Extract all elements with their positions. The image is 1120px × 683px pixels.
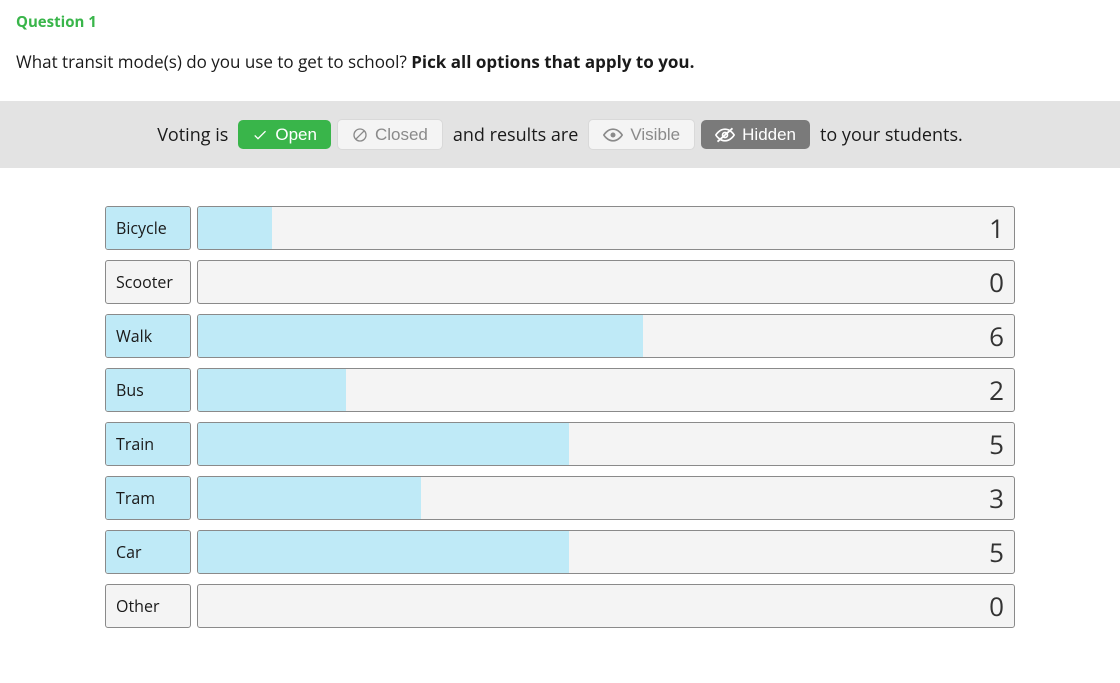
result-label: Train bbox=[105, 422, 191, 466]
result-count: 2 bbox=[989, 372, 1004, 408]
result-label-text: Other bbox=[116, 595, 159, 617]
results-chart: Bicycle 1 Scooter 0 Walk 6 Bus 2 Train 5 Tram 3 Car 5… bbox=[0, 168, 1120, 662]
question-text: What transit mode(s) do you use to get t… bbox=[16, 50, 1104, 73]
result-label: Walk bbox=[105, 314, 191, 358]
result-count: 0 bbox=[989, 588, 1004, 624]
result-bar-fill bbox=[198, 531, 569, 573]
result-bar: 1 bbox=[197, 206, 1015, 250]
question-number: Question 1 bbox=[16, 12, 1104, 32]
result-row: Other 0 bbox=[105, 584, 1015, 628]
result-bar: 0 bbox=[197, 260, 1015, 304]
voting-closed-button[interactable]: Closed bbox=[337, 119, 443, 150]
result-label-text: Car bbox=[116, 541, 142, 563]
result-label: Bicycle bbox=[105, 206, 191, 250]
voting-status-bar: Voting is Open Closed and results are Vi… bbox=[0, 101, 1120, 168]
status-prefix: Voting is bbox=[153, 123, 232, 147]
result-row: Train 5 bbox=[105, 422, 1015, 466]
question-text-bold: Pick all options that apply to you. bbox=[411, 50, 694, 73]
result-bar: 3 bbox=[197, 476, 1015, 520]
check-icon bbox=[252, 127, 268, 143]
result-bar: 0 bbox=[197, 584, 1015, 628]
result-label-text: Tram bbox=[116, 487, 155, 509]
result-row: Bus 2 bbox=[105, 368, 1015, 412]
results-hidden-button[interactable]: Hidden bbox=[701, 120, 810, 149]
result-bar: 5 bbox=[197, 422, 1015, 466]
voting-closed-label: Closed bbox=[375, 126, 428, 143]
result-count: 3 bbox=[989, 480, 1004, 516]
result-count: 6 bbox=[989, 318, 1004, 354]
result-bar-fill bbox=[198, 477, 421, 519]
result-label: Other bbox=[105, 584, 191, 628]
result-count: 5 bbox=[989, 426, 1004, 462]
result-bar: 2 bbox=[197, 368, 1015, 412]
results-hidden-label: Hidden bbox=[742, 126, 796, 143]
result-row: Car 5 bbox=[105, 530, 1015, 574]
prohibit-icon bbox=[352, 127, 368, 143]
eye-slash-icon bbox=[715, 127, 735, 143]
result-label-text: Walk bbox=[116, 325, 152, 347]
results-visible-label: Visible bbox=[630, 126, 680, 143]
result-row: Tram 3 bbox=[105, 476, 1015, 520]
status-suffix: to your students. bbox=[816, 123, 967, 147]
voting-open-label: Open bbox=[275, 126, 317, 143]
result-label-text: Bicycle bbox=[116, 217, 167, 239]
result-bar-fill bbox=[198, 207, 272, 249]
result-bar-fill bbox=[198, 423, 569, 465]
result-label-text: Train bbox=[116, 433, 154, 455]
result-label: Bus bbox=[105, 368, 191, 412]
results-visible-button[interactable]: Visible bbox=[588, 119, 695, 150]
result-bar-fill bbox=[198, 315, 643, 357]
voting-open-button[interactable]: Open bbox=[238, 120, 331, 149]
result-label: Tram bbox=[105, 476, 191, 520]
result-label: Car bbox=[105, 530, 191, 574]
result-bar: 5 bbox=[197, 530, 1015, 574]
result-label: Scooter bbox=[105, 260, 191, 304]
question-text-plain: What transit mode(s) do you use to get t… bbox=[16, 50, 411, 73]
eye-icon bbox=[603, 128, 623, 142]
result-count: 1 bbox=[989, 210, 1004, 246]
result-count: 5 bbox=[989, 534, 1004, 570]
result-label-text: Scooter bbox=[116, 271, 173, 293]
status-middle: and results are bbox=[449, 123, 583, 147]
result-row: Scooter 0 bbox=[105, 260, 1015, 304]
result-label-text: Bus bbox=[116, 379, 144, 401]
result-count: 0 bbox=[989, 264, 1004, 300]
result-bar: 6 bbox=[197, 314, 1015, 358]
result-bar-fill bbox=[198, 369, 346, 411]
result-row: Bicycle 1 bbox=[105, 206, 1015, 250]
result-row: Walk 6 bbox=[105, 314, 1015, 358]
